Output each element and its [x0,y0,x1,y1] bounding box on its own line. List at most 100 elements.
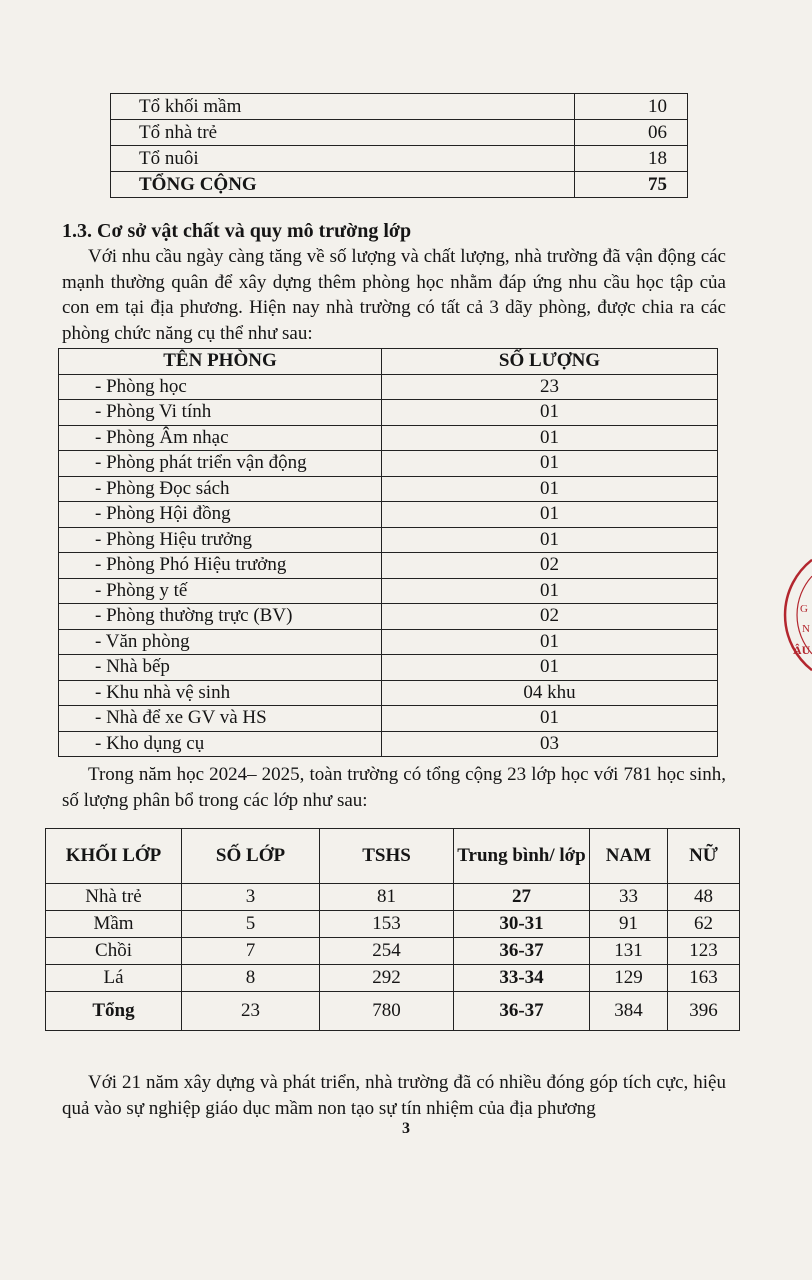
total-value: 75 [574,171,688,198]
table-row: - Văn phòng 01 [58,628,718,655]
cell-class-count: 7 [181,937,320,965]
room-quantity: 01 [381,628,718,655]
room-quantity: 02 [381,603,718,630]
total-female: 396 [667,991,740,1031]
room-name: - Phòng thường trực (BV) [58,603,382,630]
cell-female: 62 [667,910,740,938]
header-female: NỮ [667,828,740,884]
total-class-count: 23 [181,991,320,1031]
table-row: - Kho dụng cụ 03 [58,730,718,757]
cell-class-count: 5 [181,910,320,938]
cell-average: 33-34 [453,964,590,992]
cell-total-students: 292 [319,964,454,992]
header-class-count: SỐ LỚP [181,828,320,884]
room-name: - Phòng học [58,373,382,400]
cell-female: 163 [667,964,740,992]
section-heading: 1.3. Cơ sở vật chất và quy mô trường lớp [62,220,412,242]
cell-total-students: 81 [319,883,454,911]
table-row: - Nhà để xe GV và HS 01 [58,705,718,732]
room-name: - Nhà bếp [58,654,382,681]
room-name: - Kho dụng cụ [58,730,382,757]
room-name: - Phòng Âm nhạc [58,424,382,451]
table-row: - Phòng Phó Hiệu trưởng 02 [58,552,718,579]
header-row: TÊN PHÒNG SỐ LƯỢNG [58,348,718,375]
room-name: - Phòng Hiệu trưởng [58,526,382,553]
total-male: 384 [589,991,668,1031]
table-row: - Phòng Vi tính 01 [58,399,718,426]
table-row: - Phòng học 23 [58,373,718,400]
room-name: - Phòng Vi tính [58,399,382,426]
room-quantity: 01 [381,705,718,732]
table-row: Tổ nuôi 18 [110,145,688,172]
table-row: Tổ khối mầm 10 [110,93,688,120]
header-room-name: TÊN PHÒNG [58,348,382,375]
room-name: - Phòng Đọc sách [58,475,382,502]
header-male: NAM [589,828,668,884]
cell-grade: Lá [45,964,182,992]
row-value: 18 [574,145,688,172]
cell-female: 123 [667,937,740,965]
row-label: Tổ khối mầm [110,93,575,120]
cell-grade: Mầm [45,910,182,938]
room-name: - Phòng Phó Hiệu trưởng [58,552,382,579]
paragraph-text: Trong năm học 2024– 2025, toàn trường có… [62,764,726,811]
header-total-students: TSHS [319,828,454,884]
table-row: Nhà trẻ 3 81 27 33 48 [45,883,740,911]
paragraph-text: Với 21 năm xây dựng và phát triển, nhà t… [62,1072,726,1119]
room-quantity: 01 [381,475,718,502]
total-row: TỔNG CỘNG 75 [110,171,688,198]
table-row: Tổ nhà trẻ 06 [110,119,688,146]
cell-total-students: 153 [319,910,454,938]
table-row: - Phòng Hiệu trưởng 01 [58,526,718,553]
header-quantity: SỐ LƯỢNG [381,348,718,375]
page-number: 3 [402,1120,410,1137]
closing-paragraph: Với 21 năm xây dựng và phát triển, nhà t… [62,1070,726,1121]
cell-male: 131 [589,937,668,965]
room-name: - Phòng y tế [58,577,382,604]
cell-total-students: 254 [319,937,454,965]
header-average: Trung bình/ lớp [453,828,590,884]
room-quantity: 23 [381,373,718,400]
room-quantity: 01 [381,654,718,681]
room-quantity: 04 khu [381,679,718,706]
cell-average: 27 [453,883,590,911]
total-total-students: 780 [319,991,454,1031]
svg-text:G: G [800,603,808,615]
classes-table: KHỐI LỚP SỐ LỚP TSHS Trung bình/ lớp NAM… [45,828,740,1031]
total-row: Tổng 23 780 36-37 384 396 [45,991,740,1031]
table-row: Lá 8 292 33-34 129 163 [45,964,740,992]
room-quantity: 01 [381,526,718,553]
table-row: - Khu nhà vệ sinh 04 khu [58,679,718,706]
cell-average: 30-31 [453,910,590,938]
stamp-seal: G N ÂU [783,558,812,672]
header-grade: KHỐI LỚP [45,828,182,884]
intro-paragraph: Với nhu cầu ngày càng tăng về số lượng v… [62,244,726,346]
room-name: - Phòng Hội đồng [58,501,382,528]
table-row: Chồi 7 254 36-37 131 123 [45,937,740,965]
cell-grade: Nhà trẻ [45,883,182,911]
room-quantity: 03 [381,730,718,757]
header-row: KHỐI LỚP SỐ LỚP TSHS Trung bình/ lớp NAM… [45,828,740,884]
rooms-table: TÊN PHÒNG SỐ LƯỢNG - Phòng học 23- Phòng … [58,348,718,757]
table-row: - Phòng Hội đồng 01 [58,501,718,528]
row-value: 10 [574,93,688,120]
cell-grade: Chồi [45,937,182,965]
svg-text:ÂU: ÂU [793,643,811,657]
total-label: TỔNG CỘNG [110,171,575,198]
row-label: Tổ nhà trẻ [110,119,575,146]
room-name: - Khu nhà vệ sinh [58,679,382,706]
table-row: Mầm 5 153 30-31 91 62 [45,910,740,938]
room-name: - Nhà để xe GV và HS [58,705,382,732]
cell-male: 91 [589,910,668,938]
room-quantity: 01 [381,424,718,451]
room-quantity: 01 [381,577,718,604]
table-row: - Phòng Đọc sách 01 [58,475,718,502]
staff-table: Tổ khối mầm 10 Tổ nhà trẻ 06 Tổ nuôi 18 TỔN… [110,93,688,198]
table-row: - Phòng Âm nhạc 01 [58,424,718,451]
room-name: - Phòng phát triển vận động [58,450,382,477]
room-name: - Văn phòng [58,628,382,655]
cell-class-count: 3 [181,883,320,911]
total-average: 36-37 [453,991,590,1031]
table-row: - Phòng thường trực (BV) 02 [58,603,718,630]
table-row: - Phòng y tế 01 [58,577,718,604]
